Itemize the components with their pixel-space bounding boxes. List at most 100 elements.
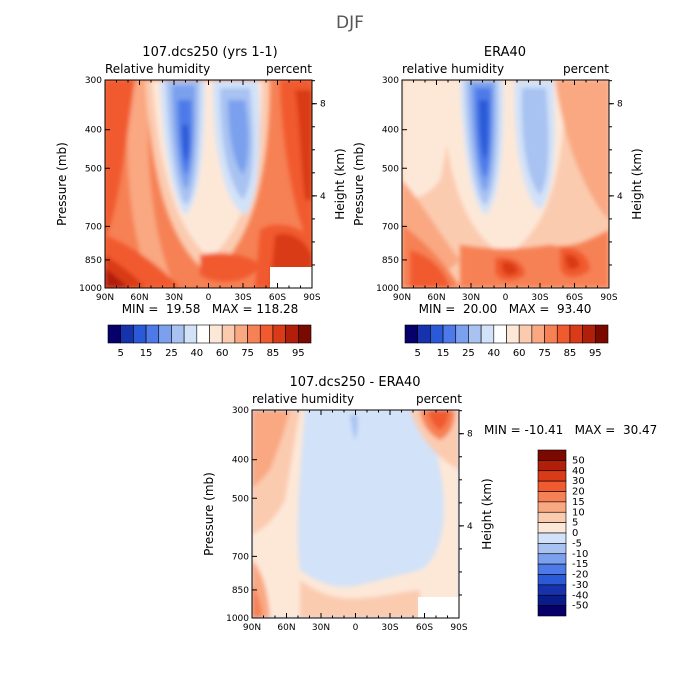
panel-diff-y2label: Height (km) bbox=[480, 478, 494, 549]
colorbar-box bbox=[569, 324, 583, 344]
colorbar-label: 40 bbox=[190, 348, 203, 359]
y2-tick-label: 8 bbox=[467, 430, 473, 440]
colorbar-box bbox=[196, 324, 210, 344]
panel-diff-ylabel: Pressure (mb) bbox=[202, 472, 216, 556]
panel-model: 107.dcs250 (yrs 1-1) Relative humidity p… bbox=[55, 45, 347, 359]
colorbar-box bbox=[537, 605, 567, 617]
x-tick-label: 0 bbox=[206, 293, 212, 303]
colorbar-box bbox=[430, 324, 444, 344]
colorbar-label: 20 bbox=[572, 487, 585, 498]
colorbar-box bbox=[145, 324, 160, 344]
colorbar-box bbox=[417, 324, 431, 344]
x-tick-label: 30S bbox=[234, 293, 251, 303]
colorbar-box bbox=[537, 511, 567, 523]
colorbar-label: 5 bbox=[118, 348, 124, 359]
colorbar-label: 30 bbox=[572, 476, 585, 487]
x-tick-label: 60S bbox=[416, 623, 433, 633]
x-tick-label: 90N bbox=[393, 293, 411, 303]
x-tick-label: 60N bbox=[130, 293, 148, 303]
colorbar-box bbox=[537, 501, 567, 513]
colorbar-box bbox=[404, 324, 418, 344]
colorbar-box bbox=[537, 470, 567, 482]
x-tick-label: 0 bbox=[353, 623, 359, 633]
panel-model-axes: 90N 60N 30N 0 30S 60S 90S 300 400 500 700 850 1000 8 4 bbox=[79, 76, 326, 303]
panel-obs-y2label: Height (km) bbox=[630, 148, 644, 219]
y-tick-label: 300 bbox=[232, 406, 249, 416]
colorbar-box bbox=[285, 324, 299, 344]
colorbar-box bbox=[537, 449, 567, 461]
colorbar-box bbox=[518, 324, 533, 344]
x-tick-label: 30N bbox=[462, 293, 480, 303]
colorbar-label: 75 bbox=[241, 348, 254, 359]
colorbar-label: 15 bbox=[140, 348, 153, 359]
x-tick-label: 30N bbox=[165, 293, 183, 303]
y-tick-label: 500 bbox=[232, 494, 249, 504]
colorbar-label: 85 bbox=[564, 348, 577, 359]
colorbar-box bbox=[537, 594, 567, 606]
colorbar-box bbox=[272, 324, 286, 344]
panel-model-field bbox=[105, 80, 312, 288]
colorbar-box bbox=[247, 324, 261, 344]
y-tick-label: 1000 bbox=[226, 614, 249, 624]
colorbar-box bbox=[133, 324, 147, 344]
y-tick-label: 850 bbox=[85, 256, 102, 266]
colorbar-label: 40 bbox=[572, 466, 585, 477]
colorbar-label: 0 bbox=[572, 528, 578, 539]
panel-obs-left-label: relative humidity bbox=[402, 62, 504, 76]
y2-tick-label: 4 bbox=[467, 522, 473, 532]
colorbar-box bbox=[537, 522, 567, 534]
colorbar-box bbox=[171, 324, 185, 344]
colorbar-box bbox=[221, 324, 236, 344]
colorbar-box bbox=[537, 532, 567, 544]
colorbar-box bbox=[537, 460, 567, 472]
panel-model-colorbar: 5 15 25 40 60 75 85 95 bbox=[107, 324, 312, 359]
x-tick-label: 90S bbox=[303, 293, 320, 303]
y-tick-label: 1000 bbox=[376, 284, 399, 294]
panel-diff: 107.dcs250 - ERA40 relative humidity per… bbox=[202, 375, 657, 633]
x-tick-label: 90N bbox=[96, 293, 114, 303]
panel-diff-title: 107.dcs250 - ERA40 bbox=[289, 375, 420, 390]
y-tick-label: 500 bbox=[382, 164, 399, 174]
panel-diff-left-label: relative humidity bbox=[252, 392, 354, 406]
x-tick-label: 90N bbox=[243, 623, 261, 633]
panel-obs: ERA40 relative humidity percent bbox=[352, 45, 644, 359]
colorbar-box bbox=[556, 324, 571, 344]
colorbar-box bbox=[531, 324, 545, 344]
panel-obs-colorbar: 5 15 25 40 60 75 85 95 bbox=[404, 324, 609, 359]
colorbar-label: 25 bbox=[462, 348, 475, 359]
colorbar-box bbox=[493, 324, 507, 344]
colorbar-box bbox=[537, 584, 567, 596]
panel-model-stats: MIN = 19.58 MAX = 118.28 bbox=[122, 302, 299, 316]
y-tick-label: 300 bbox=[85, 76, 102, 86]
y-tick-label: 1000 bbox=[79, 284, 102, 294]
colorbar-label: -30 bbox=[572, 580, 588, 591]
panel-model-title: 107.dcs250 (yrs 1-1) bbox=[142, 45, 277, 60]
x-tick-label: 30S bbox=[531, 293, 548, 303]
y2-tick-label: 4 bbox=[617, 192, 623, 202]
y-tick-label: 400 bbox=[232, 456, 249, 466]
colorbar-box bbox=[442, 324, 457, 344]
colorbar-box bbox=[158, 324, 172, 344]
panel-model-y2label: Height (km) bbox=[333, 148, 347, 219]
colorbar-label: -50 bbox=[572, 601, 588, 612]
colorbar-box bbox=[120, 324, 134, 344]
colorbar-label: 60 bbox=[513, 348, 526, 359]
y-tick-label: 850 bbox=[382, 256, 399, 266]
colorbar-label: 5 bbox=[415, 348, 421, 359]
colorbar-box bbox=[537, 574, 567, 586]
y-tick-label: 300 bbox=[382, 76, 399, 86]
colorbar-label: 15 bbox=[437, 348, 450, 359]
x-tick-label: 60S bbox=[269, 293, 286, 303]
colorbar-box bbox=[259, 324, 274, 344]
figure-title: DJF bbox=[336, 13, 364, 33]
y-tick-label: 400 bbox=[85, 126, 102, 136]
colorbar-label: -40 bbox=[572, 590, 588, 601]
y2-tick-label: 8 bbox=[617, 100, 623, 110]
x-tick-label: 60S bbox=[566, 293, 583, 303]
colorbar-box bbox=[537, 491, 567, 503]
colorbar-label: 95 bbox=[589, 348, 602, 359]
colorbar-box bbox=[537, 543, 567, 555]
panel-diff-field bbox=[252, 410, 459, 618]
colorbar-label: 15 bbox=[572, 497, 585, 508]
